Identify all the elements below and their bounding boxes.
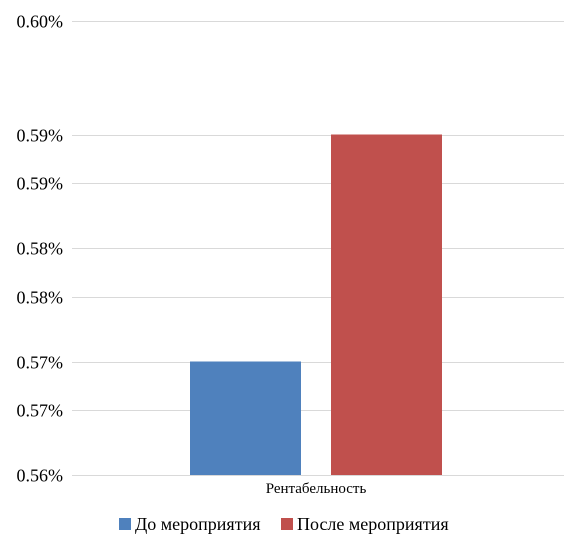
y-tick-label: 0.59%: [17, 126, 64, 146]
y-tick-label: 0.58%: [17, 288, 64, 308]
legend: До мероприятия После мероприятия: [119, 514, 449, 534]
y-tick-label: 0.58%: [17, 239, 64, 259]
legend-swatch: [119, 518, 131, 530]
y-tick-label: 0.57%: [17, 353, 64, 373]
y-tick-label: 0.60%: [17, 12, 64, 32]
grid-lines: [72, 21, 564, 476]
x-axis-categories: Рентабельность: [266, 481, 367, 497]
y-tick-label: 0.57%: [17, 401, 64, 421]
legend-label: До мероприятия: [135, 514, 260, 534]
bar-before: [190, 361, 301, 475]
bars: [190, 134, 442, 475]
y-tick-label: 0.56%: [17, 466, 64, 486]
y-axis-ticks: 0.56% 0.57% 0.57% 0.58% 0.58% 0.59% 0.59% 0.60%: [17, 12, 64, 486]
bar-after: [331, 134, 442, 475]
legend-swatch: [281, 518, 293, 530]
legend-label: После мероприятия: [297, 514, 449, 534]
y-tick-label: 0.59%: [17, 174, 64, 194]
x-category-label: Рентабельность: [266, 481, 367, 497]
